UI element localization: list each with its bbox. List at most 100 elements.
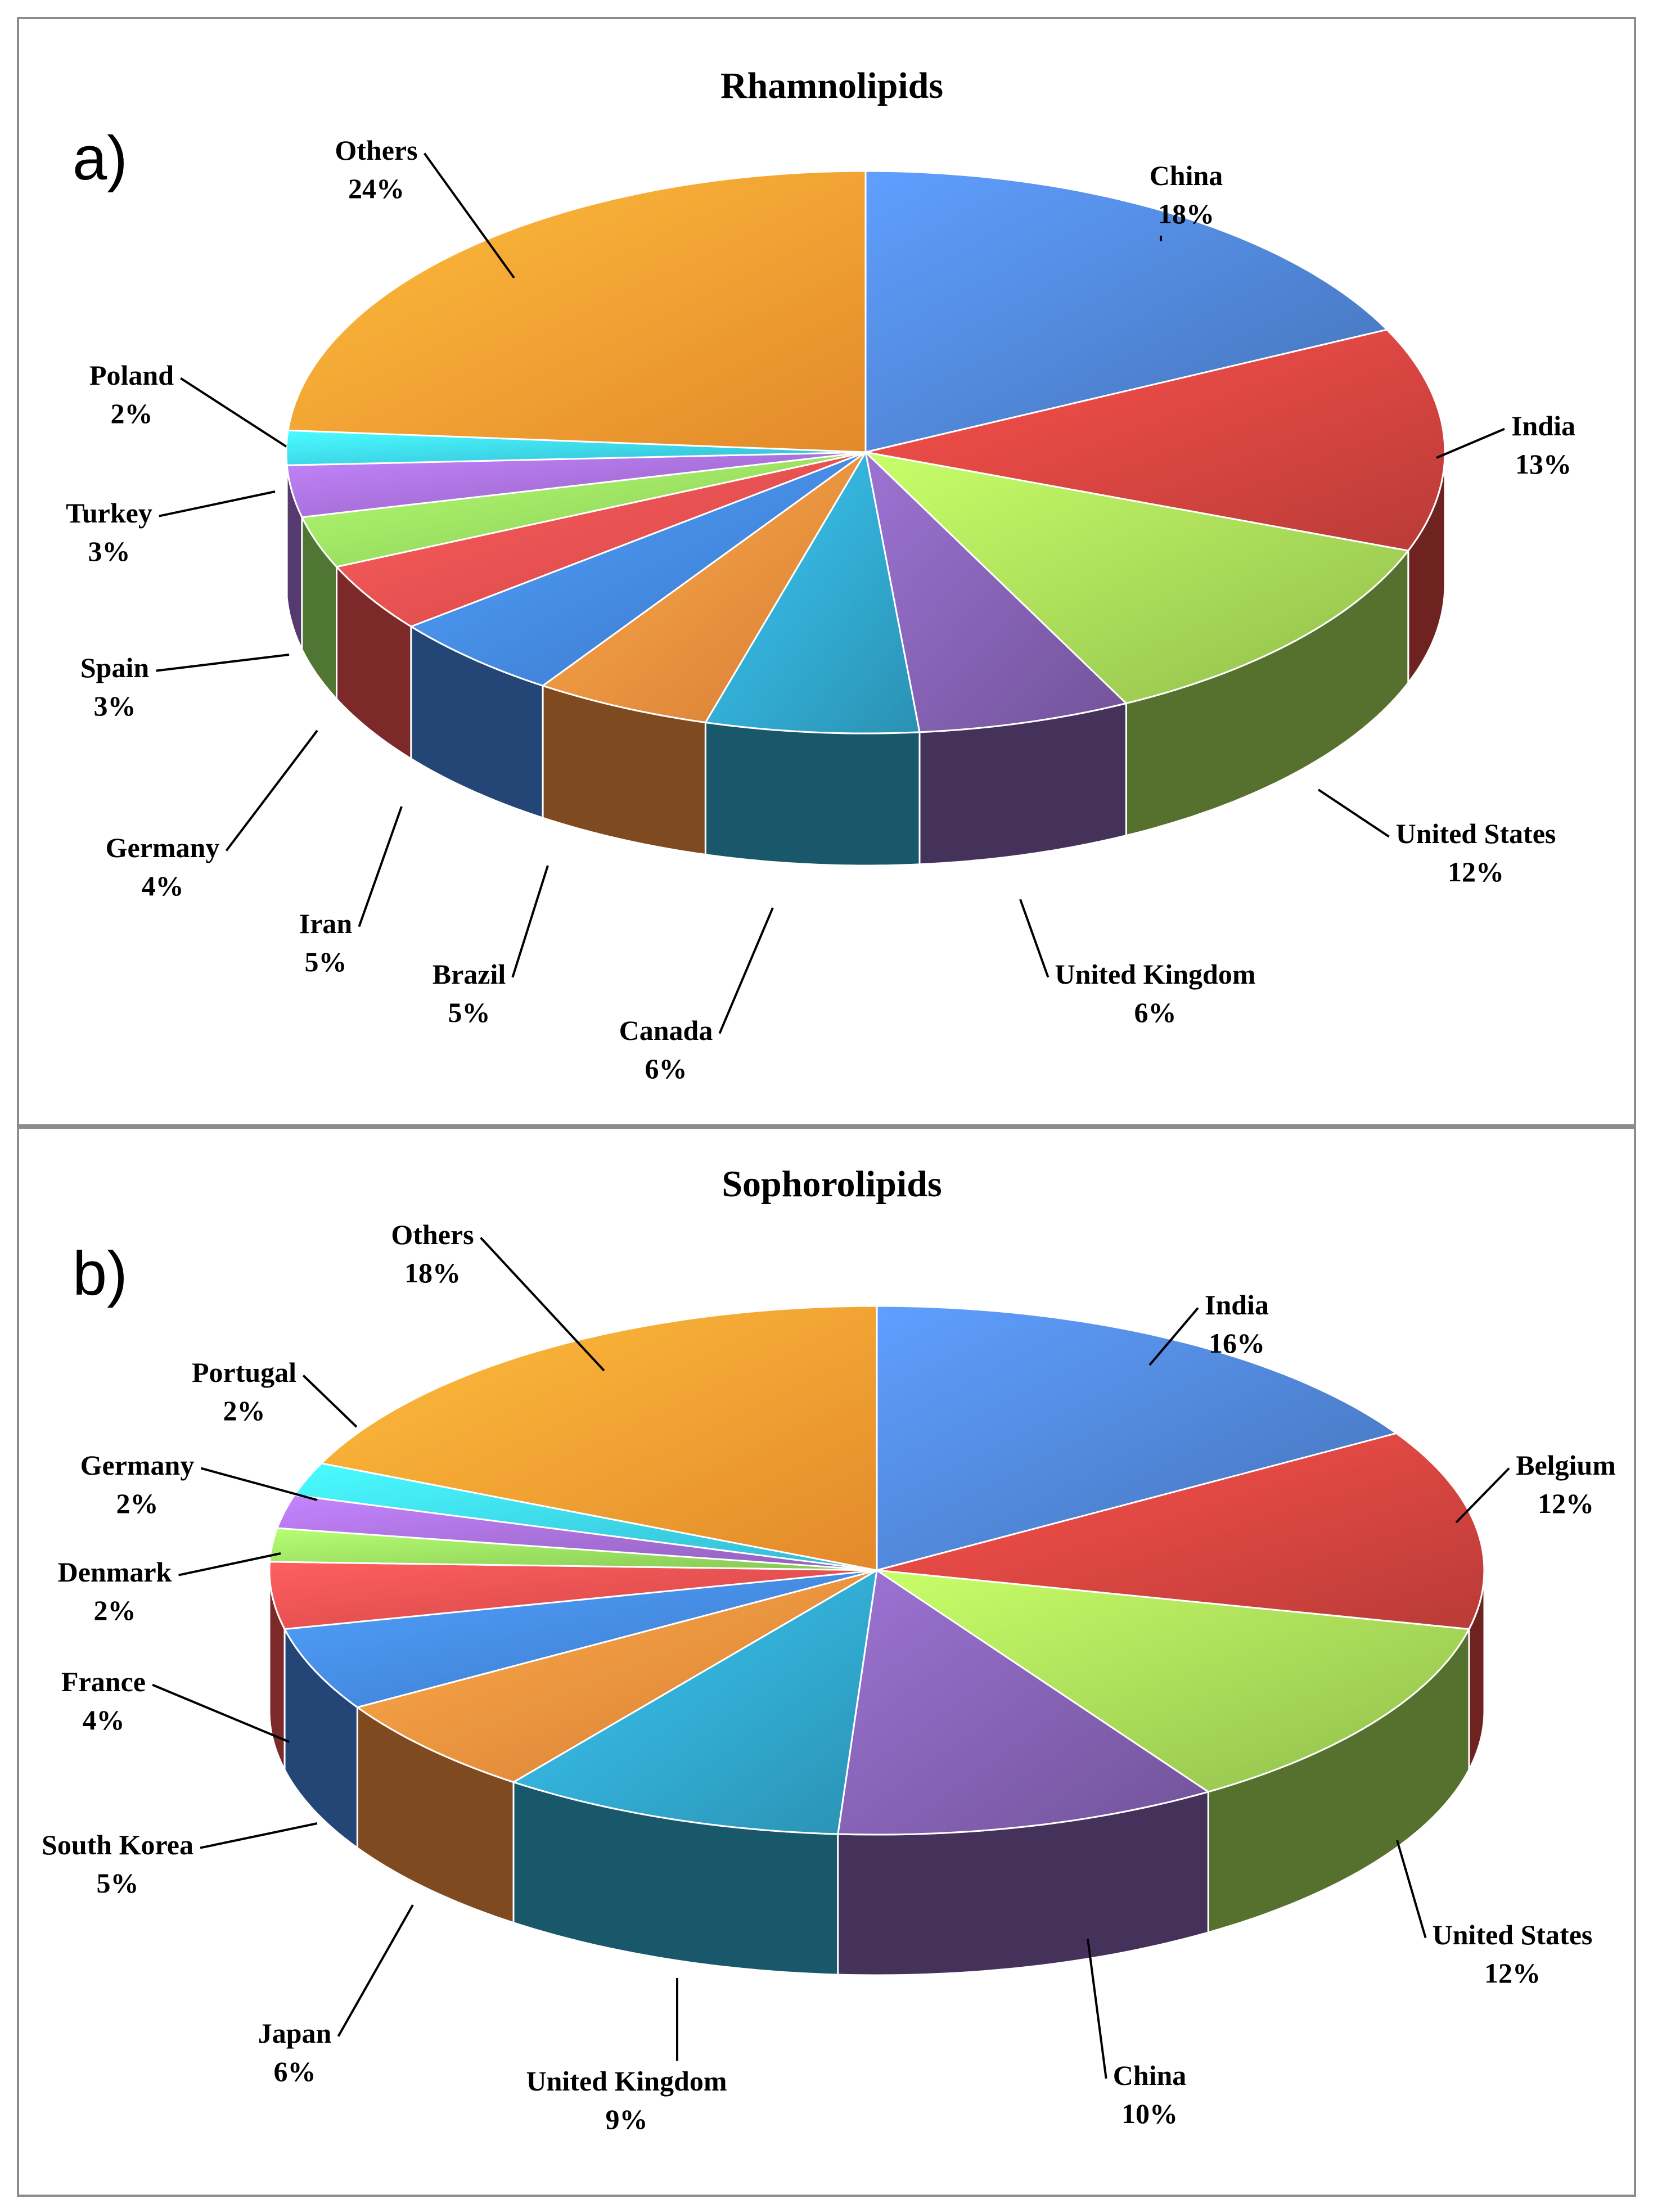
panel-label: a) bbox=[73, 124, 128, 193]
leader-line-others bbox=[480, 1237, 605, 1372]
slice-value-united-states: 12% bbox=[1484, 1957, 1541, 1989]
slice-india bbox=[876, 1305, 1399, 1571]
leader-line-denmark bbox=[178, 1552, 281, 1576]
slice-label-india: India bbox=[1511, 410, 1575, 442]
slice-label-united-kingdom: United Kingdom bbox=[526, 2065, 727, 2097]
slice-brazil bbox=[541, 451, 867, 724]
slice-value-iran: 5% bbox=[305, 946, 347, 977]
slice-label-japan: Japan bbox=[258, 2017, 332, 2049]
leader-line-germany bbox=[200, 1467, 318, 1501]
slice-belgium bbox=[876, 1432, 1485, 1630]
leader-line-canada bbox=[718, 907, 774, 1034]
slice-value-turkey: 3% bbox=[88, 535, 130, 567]
slice-value-others: 24% bbox=[348, 173, 404, 204]
slice-side-canada bbox=[704, 721, 921, 867]
slice-value-others: 18% bbox=[404, 1257, 461, 1289]
slice-turkey bbox=[286, 451, 866, 519]
panel-label: b) bbox=[73, 1239, 128, 1308]
leader-line-spain bbox=[156, 654, 290, 672]
slice-iran bbox=[409, 451, 866, 687]
slice-value-united-kingdom: 6% bbox=[1134, 997, 1177, 1028]
slice-value-canada: 6% bbox=[645, 1053, 687, 1084]
leader-line-france bbox=[152, 1683, 290, 1743]
pie-slices bbox=[268, 1305, 1485, 1976]
slice-label-turkey: Turkey bbox=[66, 497, 152, 529]
leader-line-turkey bbox=[159, 490, 276, 517]
leader-line-united-states bbox=[1396, 1840, 1427, 1939]
slice-others bbox=[319, 1305, 878, 1571]
slice-label-united-states: United States bbox=[1433, 1919, 1593, 1950]
slice-value-india: 16% bbox=[1209, 1327, 1265, 1359]
slice-germany bbox=[335, 451, 866, 628]
slice-united-kingdom bbox=[864, 449, 1128, 733]
slice-canada bbox=[704, 449, 921, 735]
slice-label-germany: Germany bbox=[80, 1449, 195, 1481]
leader-line-germany bbox=[225, 729, 318, 852]
slice-value-germany: 4% bbox=[142, 870, 184, 902]
slice-value-china: 10% bbox=[1121, 2098, 1178, 2129]
rhamnolipids-pie-chart: Rhamnolipids a) China 18% India 13% United S… bbox=[66, 65, 1575, 1084]
sophorolipids-panel: Sophorolipids b) India 16% Belgium 12% Unite… bbox=[17, 1127, 1636, 2197]
slice-united-states bbox=[876, 1569, 1471, 1793]
slice-labels: China 18% India 13% United States 12% United K… bbox=[66, 134, 1575, 1084]
chart-title: Sophorolipids bbox=[722, 1164, 942, 1205]
slice-united-states bbox=[863, 450, 1410, 705]
slice-label-germany: Germany bbox=[106, 832, 220, 863]
slice-value-belgium: 12% bbox=[1538, 1488, 1594, 1519]
leader-line-poland bbox=[180, 377, 287, 448]
slice-label-india: India bbox=[1205, 1289, 1269, 1321]
slice-label-spain: Spain bbox=[80, 652, 150, 683]
slice-value-south-korea: 5% bbox=[97, 1867, 139, 1899]
slice-japan bbox=[355, 1569, 877, 1783]
slice-label-portugal: Portugal bbox=[192, 1357, 296, 1388]
slice-spain bbox=[300, 451, 866, 568]
slice-value-japan: 6% bbox=[274, 2056, 316, 2087]
rhamnolipids-panel: Rhamnolipids a) China 18% India 13% United S… bbox=[17, 17, 1636, 1127]
leader-line-japan bbox=[337, 1904, 414, 2037]
slice-china bbox=[864, 170, 1389, 453]
slice-value-spain: 3% bbox=[94, 690, 136, 722]
slice-france bbox=[268, 1561, 877, 1630]
slice-value-india: 13% bbox=[1515, 448, 1571, 480]
slice-label-china: China bbox=[1150, 160, 1223, 191]
slice-india bbox=[865, 328, 1446, 552]
sophorolipids-pie-chart: Sophorolipids b) India 16% Belgium 12% Unite… bbox=[42, 1164, 1616, 2135]
slice-value-united-kingdom: 9% bbox=[606, 2103, 648, 2135]
slice-value-germany: 2% bbox=[116, 1488, 159, 1519]
slice-label-denmark: Denmark bbox=[58, 1556, 172, 1588]
leader-line-india bbox=[1436, 427, 1505, 459]
slice-value-brazil: 5% bbox=[448, 997, 490, 1028]
pie-slices bbox=[285, 170, 1446, 867]
slice-label-others: Others bbox=[335, 134, 417, 166]
leader-line-brazil bbox=[511, 865, 549, 978]
leader-line-belgium bbox=[1455, 1467, 1510, 1524]
slice-label-belgium: Belgium bbox=[1516, 1449, 1616, 1481]
slice-label-canada: Canada bbox=[619, 1015, 713, 1046]
leader-line-iran bbox=[358, 806, 403, 927]
slice-label-poland: Poland bbox=[89, 359, 174, 391]
slice-labels: India 16% Belgium 12% United States 12% China 1… bbox=[42, 1219, 1616, 2135]
leader-line-india bbox=[1148, 1307, 1199, 1366]
slice-south-korea bbox=[283, 1569, 877, 1709]
chart-title: Rhamnolipids bbox=[720, 65, 943, 106]
slice-label-south-korea: South Korea bbox=[42, 1829, 193, 1860]
slice-value-united-states: 12% bbox=[1448, 856, 1504, 887]
leader-line-united-kingdom bbox=[1019, 899, 1050, 978]
slice-label-france: France bbox=[61, 1666, 146, 1697]
slice-others bbox=[287, 170, 867, 453]
leader-line-portugal bbox=[302, 1375, 358, 1428]
slice-value-china: 18% bbox=[1158, 198, 1214, 229]
slice-united-kingdom bbox=[511, 1569, 878, 1835]
slice-label-iran: Iran bbox=[299, 908, 353, 939]
slice-value-portugal: 2% bbox=[223, 1395, 265, 1426]
leader-line-united-states bbox=[1317, 789, 1390, 838]
slice-china bbox=[837, 1569, 1210, 1836]
slice-label-brazil: Brazil bbox=[433, 958, 506, 990]
slice-value-poland: 2% bbox=[111, 398, 153, 429]
slice-label-others: Others bbox=[391, 1219, 474, 1250]
slice-value-france: 4% bbox=[83, 1704, 125, 1736]
slice-value-denmark: 2% bbox=[94, 1594, 136, 1626]
leader-line-south-korea bbox=[200, 1822, 318, 1849]
slice-label-united-kingdom: United Kingdom bbox=[1055, 958, 1255, 990]
slice-label-united-states: United States bbox=[1396, 818, 1556, 849]
